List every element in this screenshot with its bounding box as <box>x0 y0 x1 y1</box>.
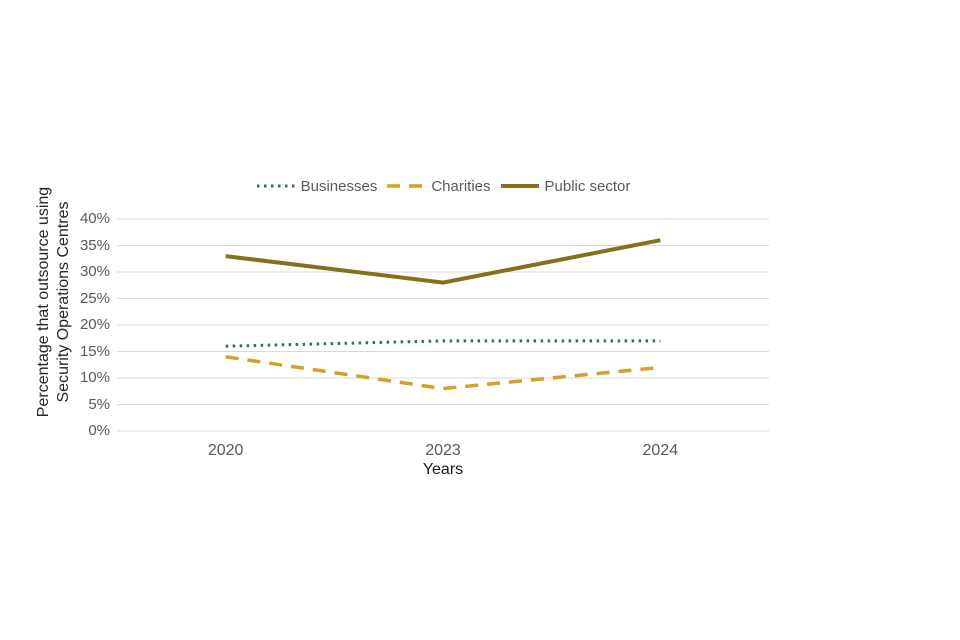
y-tick-label: 20% <box>79 316 110 333</box>
x-tick-label: 2020 <box>207 442 244 459</box>
legend-line-sample <box>256 184 295 188</box>
legend-line-sample <box>500 184 539 188</box>
legend-label: Businesses <box>300 177 378 195</box>
series-line-public-sector <box>225 238 661 285</box>
x-tick-label: 2023 <box>425 442 461 459</box>
y-axis-title-line1: Percentage that outsource using <box>35 186 52 418</box>
chart-legend: Businesses Charities Public sector <box>117 175 769 197</box>
legend-item-public-sector: Public sector <box>500 177 631 195</box>
y-tick-label: 10% <box>79 369 110 386</box>
series-line-businesses <box>225 339 661 348</box>
legend-label: Public sector <box>544 177 631 195</box>
y-tick-label: 5% <box>88 395 110 413</box>
plot-svg <box>117 218 769 432</box>
y-tick-label: 25% <box>79 289 110 307</box>
series-line-charities <box>225 355 661 391</box>
legend-item-charities: Charities <box>386 177 491 195</box>
y-tick-label: 30% <box>79 263 110 280</box>
legend-label: Charities <box>431 177 491 195</box>
y-tick-label: 35% <box>79 236 110 254</box>
y-tick-label: 15% <box>79 342 110 360</box>
y-tick-label: 40% <box>79 210 110 227</box>
y-tick-label: 0% <box>88 422 110 439</box>
legend-line-sample <box>387 184 426 188</box>
plot-area <box>117 218 769 432</box>
x-axis-title: Years <box>422 461 464 478</box>
x-tick-label: 2024 <box>642 442 679 459</box>
legend-item-businesses: Businesses <box>256 177 378 195</box>
